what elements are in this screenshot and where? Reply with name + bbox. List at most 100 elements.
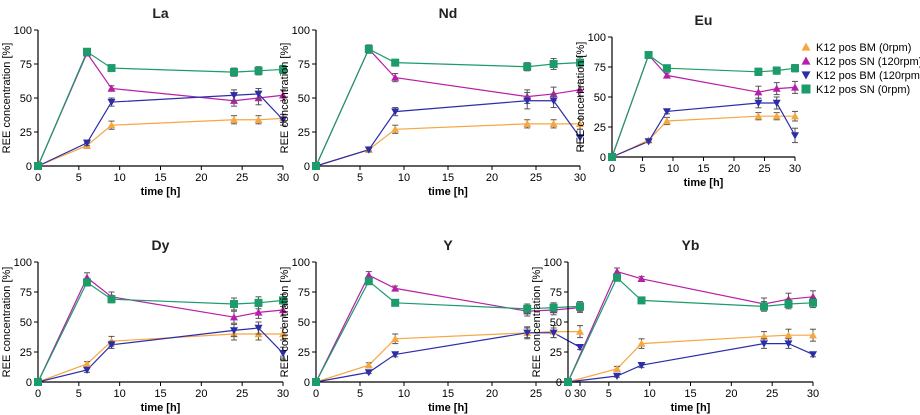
y-tick-label: 50 [20,317,32,329]
data-point [549,97,558,105]
data-point [279,330,287,338]
legend: K12 pos BM (0rpm) K12 pos SN (120rpm) K12 … [801,42,920,96]
y-tick-label: 75 [20,59,32,71]
panel-eu: Eu 0 25 50 75 100 0 5 10 15 20 25 30 time [h] REE conc… [575,12,801,189]
data-point [364,277,373,286]
x-tick-label: 0 [313,172,319,184]
data-point [637,296,646,305]
data-point [644,138,653,146]
x-tick-label: 25 [766,388,778,400]
series-line [37,276,284,383]
data-point [809,351,817,359]
legend-label: K12 pos SN (120rpm) [816,56,920,68]
x-tick-label: 30 [277,388,289,400]
data-point [754,88,763,96]
y-tick-label: 25 [20,127,32,139]
y-tick-label: 100 [292,257,310,269]
series-line [315,48,581,167]
data-point [230,115,238,123]
data-point [230,327,238,335]
data-point [576,119,584,128]
data-point [107,98,116,107]
legend-marker [801,42,811,51]
data-point [523,62,532,71]
data-point [523,329,532,337]
x-tick-label: 5 [606,388,612,400]
data-point [613,267,621,275]
data-point [83,139,91,147]
y-tick-label: 50 [20,93,32,105]
data-point [809,298,817,307]
legend-label: K12 pos BM (120rpm) [816,70,920,82]
x-tick-label: 0 [35,172,41,184]
y-axis-label: REE concentration [%] [575,42,587,153]
data-point [784,300,793,308]
data-point [637,362,646,370]
y-axis-label: REE concentration [%] [1,43,13,154]
x-tick-label: 0 [565,388,571,400]
y-tick-label: 0 [600,152,606,164]
data-point [391,334,400,342]
data-point [364,45,373,54]
y-tick-label: 100 [544,257,562,269]
x-tick-label: 10 [667,163,679,175]
x-tick-label: 5 [357,172,363,184]
data-point [364,369,373,377]
data-point [391,58,400,67]
data-point [760,302,768,311]
panel-title: Nd [439,5,458,21]
x-tick-label: 0 [313,388,319,400]
data-point [576,344,584,352]
series-line [37,281,284,383]
x-tick-label: 15 [684,388,696,400]
y-tick-label: 75 [298,59,310,71]
panel-dy: Dy 0 25 50 75 100 0 5 10 15 20 25 30 time [h] REE conc… [1,237,289,414]
data-point [662,108,671,116]
data-point [254,298,263,307]
x-tick-label: 15 [154,388,166,400]
legend-marker [801,84,811,94]
panel-title: La [152,5,169,21]
data-point [784,340,793,348]
panel-nd: Nd 0 25 50 75 100 0 5 10 15 20 25 30 time [h] REE conc… [279,5,586,198]
y-tick-label: 100 [14,257,32,269]
legend-label: K12 pos SN (0rpm) [816,84,910,96]
data-point [230,300,238,308]
x-axis-label: time [h] [141,186,181,198]
legend-marker [801,71,811,80]
x-tick-label: 30 [277,172,289,184]
data-point [254,90,263,98]
data-point [523,97,532,105]
x-tick-label: 30 [574,388,586,400]
data-point [644,51,653,59]
data-point [754,112,763,120]
data-point [391,351,400,359]
x-tick-label: 5 [357,388,363,400]
data-point [564,378,572,386]
data-point [772,112,781,120]
x-axis-label: time [h] [684,177,724,189]
y-tick-label: 75 [20,287,32,299]
series-line [567,334,813,383]
data-point [608,153,616,161]
panel-title: Y [443,237,453,253]
y-tick-label: 100 [588,32,606,44]
x-tick-label: 15 [697,163,709,175]
data-point [637,274,646,282]
x-tick-label: 20 [728,163,740,175]
data-point [523,119,532,128]
y-tick-label: 50 [298,317,310,329]
data-point [279,296,287,305]
series-line [567,343,814,383]
y-axis-label: REE concentration [%] [279,267,291,378]
data-point [549,303,558,312]
data-point [83,47,91,56]
y-tick-label: 0 [26,161,32,173]
data-point [662,71,671,79]
x-tick-label: 15 [154,172,166,184]
data-point [784,331,793,339]
data-point [83,278,91,287]
y-axis-label: REE concentration [%] [279,43,291,154]
x-tick-label: 5 [76,388,82,400]
data-point [312,162,320,170]
